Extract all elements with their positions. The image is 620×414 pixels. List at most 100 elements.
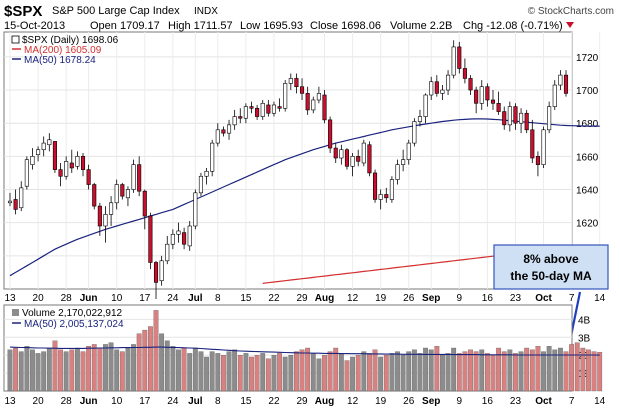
header-high: High 1711.57 xyxy=(168,20,233,32)
candle xyxy=(490,90,496,110)
candle xyxy=(215,123,220,147)
candle-body xyxy=(339,149,344,159)
candle xyxy=(131,159,136,193)
candle-body xyxy=(417,116,423,122)
volume-bar xyxy=(237,355,243,392)
candle xyxy=(142,189,147,230)
candle-body xyxy=(277,106,282,109)
volume-bar xyxy=(389,353,395,392)
candle xyxy=(367,141,372,177)
volume-bar xyxy=(333,347,339,392)
candle-body xyxy=(446,74,451,91)
candle-body xyxy=(485,86,490,101)
candle xyxy=(47,133,52,152)
candle xyxy=(97,202,102,236)
candle-body xyxy=(47,139,52,146)
header-open: Open 1709.17 xyxy=(90,20,160,32)
x-tick-label: Jul xyxy=(188,293,203,304)
candle-body xyxy=(64,161,69,177)
candle xyxy=(305,86,310,115)
x-tick-label: 17 xyxy=(139,293,151,304)
candle xyxy=(373,169,378,203)
volume-bar xyxy=(395,351,400,392)
candle xyxy=(361,139,366,167)
volume-bar xyxy=(535,346,541,392)
candle-body xyxy=(182,232,187,245)
candle xyxy=(114,179,119,210)
volume-tick-label: 4B xyxy=(578,315,591,326)
x-tick-label: 23 xyxy=(510,396,522,407)
volume-bar xyxy=(232,349,238,392)
volume-bar xyxy=(91,344,97,392)
price-y-ticks: 1600162016401660168017001720 xyxy=(576,53,599,263)
x-tick-label: 7 xyxy=(569,396,575,407)
volume-bar xyxy=(473,351,479,392)
candle xyxy=(344,148,350,170)
candle-body xyxy=(92,184,97,207)
x-tick-label: 20 xyxy=(33,293,45,304)
volume-bar xyxy=(215,353,221,392)
volume-bar xyxy=(355,355,361,392)
volume-bar xyxy=(574,342,580,392)
volume-bar xyxy=(468,349,473,392)
x-tick-label: 13 xyxy=(4,396,16,407)
candle-body xyxy=(271,104,277,114)
candle-body xyxy=(389,179,394,200)
candle xyxy=(243,103,248,124)
x-tick-label: 22 xyxy=(268,396,280,407)
watermark: © StockCharts.com xyxy=(528,6,614,17)
candle xyxy=(64,156,69,180)
candle xyxy=(92,182,97,210)
volume-bar xyxy=(524,347,530,392)
volume-bar xyxy=(552,349,558,392)
price-tick-label: 1680 xyxy=(576,119,599,130)
x-tick-label: 10 xyxy=(111,293,123,304)
x-tick-label: 20 xyxy=(33,396,45,407)
volume-bar xyxy=(226,351,232,392)
candle-body xyxy=(238,116,243,119)
candle xyxy=(356,149,361,167)
volume-bar xyxy=(299,349,305,392)
x-tick-label: 24 xyxy=(167,293,179,304)
candle xyxy=(468,75,473,96)
x-tick-label: 8 xyxy=(215,293,221,304)
candle-body xyxy=(490,99,496,104)
volume-bar xyxy=(445,353,451,392)
volume-bar xyxy=(462,351,468,392)
x-tick-label: 16 xyxy=(482,293,494,304)
candle-body xyxy=(243,106,248,119)
candle xyxy=(19,181,24,212)
candle-body xyxy=(524,112,529,131)
candle xyxy=(148,212,153,270)
candle-body xyxy=(58,169,63,177)
volume-bar xyxy=(557,347,563,392)
x-tick-label: 23 xyxy=(510,293,522,304)
x-axis-labels-bottom: 13 20 28 Jun 10 17 24 Jul 8 15 22 29 Aug 12 19 26 Sep 9 16… xyxy=(4,396,605,407)
x-tick-label: Jun xyxy=(80,396,98,407)
volume-bar xyxy=(518,351,524,392)
x-tick-label: 19 xyxy=(375,293,387,304)
candle-body xyxy=(395,164,400,180)
candle-body xyxy=(378,194,383,200)
candle xyxy=(266,99,271,117)
candle xyxy=(434,75,439,97)
header-close: Close 1698.06 xyxy=(310,20,381,32)
candle xyxy=(451,40,456,79)
volume-bar xyxy=(546,346,552,392)
x-tick-label: Sep xyxy=(422,293,440,304)
x-tick-label: 17 xyxy=(139,396,151,407)
volume-bar xyxy=(131,344,136,392)
candle xyxy=(530,119,535,163)
volume-bar xyxy=(136,333,142,392)
volume-bar xyxy=(24,346,30,392)
volume-bar xyxy=(591,351,597,392)
candle xyxy=(109,196,114,226)
volume-bar xyxy=(97,347,103,392)
candle-body xyxy=(344,149,350,167)
candle xyxy=(316,86,321,104)
volume-bar xyxy=(479,349,485,392)
volume-ma50-series xyxy=(9,346,600,356)
volume-bar xyxy=(428,349,434,392)
x-tick-label: 15 xyxy=(240,396,252,407)
volume-bar xyxy=(507,349,513,392)
